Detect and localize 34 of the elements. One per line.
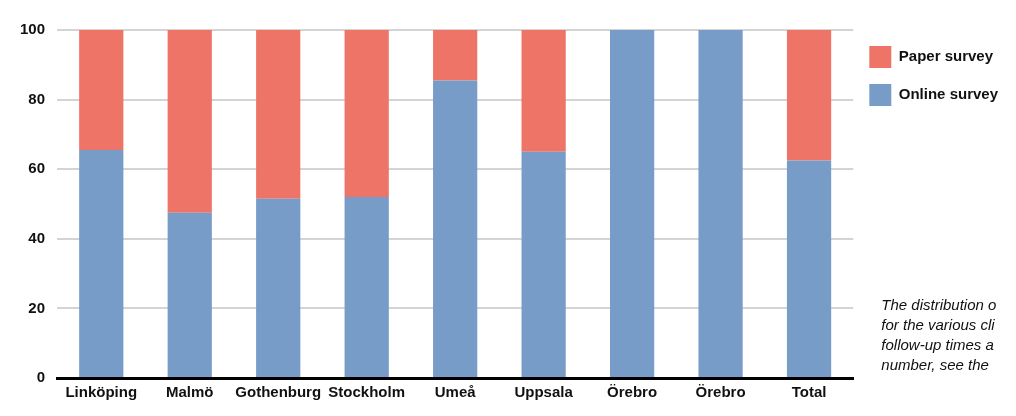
bar: [167, 212, 212, 377]
y-tick-label: 20: [28, 298, 46, 316]
bar: [433, 30, 478, 81]
bar: [786, 30, 832, 161]
x-tick-label: Umeå: [434, 383, 477, 401]
bar: [786, 160, 832, 377]
bar: [433, 80, 478, 377]
x-tick-label: Malmö: [165, 383, 214, 401]
x-tick-label: Örebro: [695, 383, 746, 401]
bar: [256, 198, 301, 377]
bar: [609, 30, 655, 377]
y-tick-label: 100: [20, 20, 46, 38]
x-tick-label: Total: [791, 383, 827, 401]
x-tick-label: Uppsala: [514, 383, 574, 401]
y-tick-label: 40: [28, 228, 46, 246]
legend-label: Paper survey: [898, 47, 994, 65]
bar: [521, 151, 566, 377]
x-tick-label: Linköping: [65, 383, 138, 401]
bar: [167, 30, 212, 213]
y-tick-label: 80: [28, 89, 46, 107]
y-tick-label: 60: [28, 159, 46, 177]
bar: [344, 197, 389, 377]
text: The distribution o for the various cli follow-up times a number, see the: [881, 295, 997, 373]
bar: [79, 30, 124, 151]
legend-label: Online survey: [898, 85, 999, 103]
bar: [256, 30, 301, 199]
x-tick-label: Örebro: [607, 383, 658, 401]
bar: [521, 30, 566, 152]
x-tick-label: Stockholm: [328, 383, 406, 401]
y-tick-label: 0: [36, 368, 46, 386]
x-tick-label: Gothenburg: [235, 383, 322, 401]
bar: [79, 150, 124, 377]
bar: [344, 30, 389, 198]
bar: [698, 30, 743, 377]
